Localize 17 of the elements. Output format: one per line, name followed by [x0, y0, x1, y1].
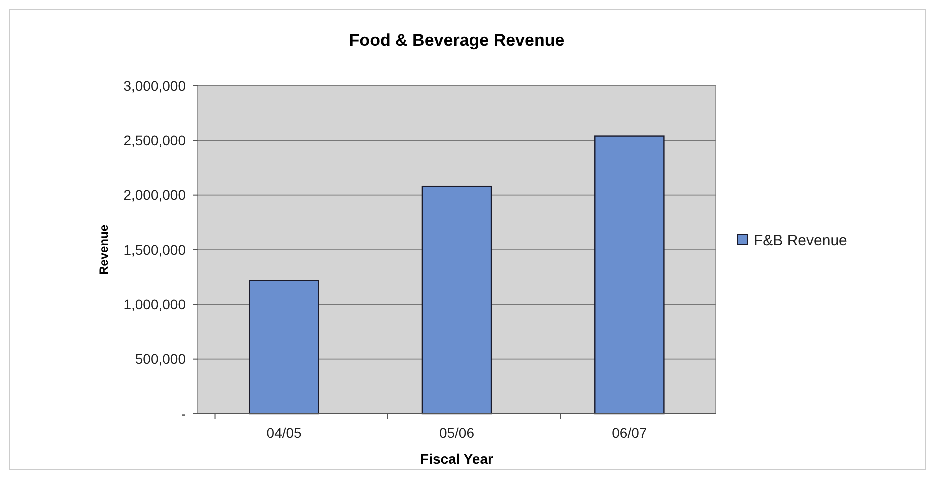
chart-title: Food & Beverage Revenue — [349, 31, 565, 50]
y-tick-label: - — [181, 406, 186, 422]
y-tick-label: 500,000 — [135, 351, 186, 368]
y-tick-label: 2,500,000 — [124, 132, 186, 149]
bar — [249, 280, 320, 415]
x-axis-title: Fiscal Year — [420, 451, 494, 467]
legend-label: F&B Revenue — [754, 232, 848, 250]
x-tick-label: 06/07 — [612, 425, 648, 441]
bar — [594, 136, 665, 415]
bar — [422, 186, 492, 415]
y-tick-label: 2,000,000 — [124, 187, 186, 204]
x-tick-label: 04/05 — [266, 425, 302, 441]
y-axis-title: Revenue — [97, 224, 111, 276]
x-tick-label: 05/06 — [439, 425, 475, 441]
y-tick-label: 3,000,000 — [124, 78, 186, 94]
y-tick-label: 1,000,000 — [124, 296, 186, 313]
y-tick-label: 1,500,000 — [124, 242, 186, 258]
